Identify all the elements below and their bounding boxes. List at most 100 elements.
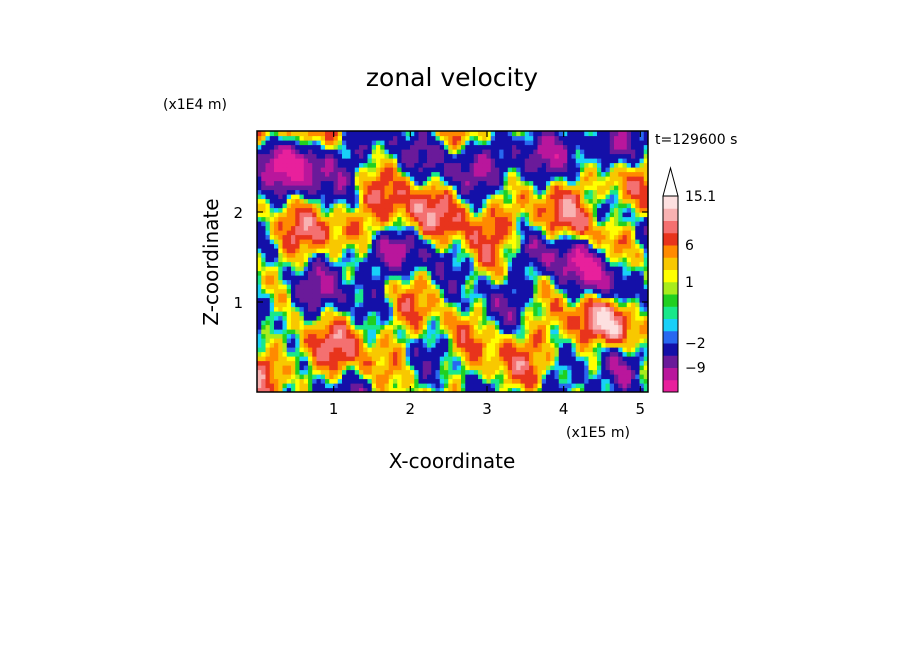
heatmap-cell (609, 347, 615, 353)
heatmap-cell (363, 176, 369, 182)
heatmap-cell (597, 261, 602, 267)
heatmap-cell (495, 347, 500, 353)
heatmap-cell (303, 306, 309, 312)
heatmap-cell (614, 212, 619, 218)
heatmap-cell (439, 347, 445, 353)
heatmap-cell (346, 275, 352, 281)
heatmap-cell (308, 279, 313, 285)
heatmap-cell (482, 369, 488, 375)
heatmap-cell (622, 216, 628, 222)
heatmap-cell (444, 248, 449, 254)
heatmap-cell (580, 248, 585, 254)
heatmap-cell (265, 297, 271, 303)
heatmap-cell (405, 266, 411, 272)
heatmap-cell (478, 302, 483, 308)
heatmap-cell (371, 374, 377, 380)
heatmap-cell (257, 342, 262, 348)
heatmap-cell (461, 347, 466, 353)
heatmap-cell (639, 153, 645, 159)
heatmap-cell (329, 203, 335, 209)
heatmap-cell (473, 293, 479, 299)
heatmap-cell (346, 248, 352, 254)
heatmap-cell (431, 356, 437, 362)
heatmap-cell (558, 275, 564, 281)
heatmap-cell (282, 185, 288, 191)
heatmap-cell (584, 338, 590, 344)
heatmap-cell (639, 212, 645, 218)
heatmap-cell (520, 203, 526, 209)
heatmap-cell (473, 315, 479, 321)
heatmap-cell (618, 248, 624, 254)
heatmap-cell (575, 383, 581, 389)
heatmap-cell (529, 306, 534, 312)
heatmap-cell (371, 149, 377, 155)
heatmap-cell (393, 275, 398, 281)
heatmap-cell (401, 185, 407, 191)
heatmap-cell (278, 378, 284, 384)
heatmap-cell (473, 270, 479, 276)
heatmap-cell (371, 198, 377, 204)
heatmap-cell (418, 356, 424, 362)
heatmap-cell (473, 167, 479, 173)
heatmap-cell (265, 311, 271, 317)
heatmap-cell (427, 270, 432, 276)
heatmap-cell (601, 315, 607, 321)
heatmap-cell (427, 356, 432, 362)
heatmap-cell (486, 365, 492, 371)
heatmap-cell (393, 153, 398, 159)
heatmap-cell (490, 194, 496, 200)
heatmap-cell (380, 383, 386, 389)
heatmap-cell (512, 387, 517, 392)
heatmap-cell (584, 198, 590, 204)
heatmap-cell (371, 342, 377, 348)
heatmap-cell (507, 243, 513, 249)
heatmap-cell (410, 270, 415, 276)
heatmap-cell (393, 248, 398, 254)
heatmap-cell (401, 315, 407, 321)
heatmap-cell (265, 324, 271, 330)
heatmap-cell (495, 153, 500, 159)
heatmap-cell (626, 315, 632, 321)
heatmap-cell (431, 257, 437, 263)
heatmap-cell (405, 225, 411, 231)
heatmap-cell (354, 203, 360, 209)
heatmap-cell (350, 171, 356, 177)
heatmap-cell (329, 257, 335, 263)
heatmap-cell (614, 360, 619, 366)
heatmap-cell (269, 279, 275, 285)
heatmap-cell (282, 212, 288, 218)
heatmap-cell (575, 234, 581, 240)
heatmap-cell (371, 306, 377, 312)
heatmap-cell (486, 252, 492, 258)
heatmap-cell (367, 167, 373, 173)
heatmap-cell (643, 378, 648, 384)
heatmap-cell (278, 194, 284, 200)
heatmap-cell (303, 297, 309, 303)
heatmap-cell (388, 212, 394, 218)
heatmap-cell (274, 297, 279, 303)
heatmap-cell (588, 315, 594, 321)
heatmap-cell (601, 158, 607, 164)
heatmap-cell (588, 356, 594, 362)
heatmap-cell (605, 257, 611, 263)
heatmap-cell (448, 234, 454, 240)
heatmap-cell (639, 162, 645, 168)
heatmap-cell (465, 158, 471, 164)
heatmap-cell (588, 320, 594, 326)
heatmap-cell (384, 347, 390, 353)
heatmap-cell (478, 149, 483, 155)
heatmap-cell (499, 189, 505, 195)
heatmap-cell (342, 387, 347, 392)
heatmap-cell (342, 216, 347, 222)
heatmap-cell (541, 270, 547, 276)
heatmap-cell (444, 360, 449, 366)
heatmap-cell (431, 383, 437, 389)
heatmap-cell (448, 315, 454, 321)
heatmap-cell (478, 266, 483, 272)
heatmap-cell (329, 333, 335, 339)
heatmap-cell (571, 297, 577, 303)
heatmap-cell (571, 266, 577, 272)
heatmap-cell (384, 225, 390, 231)
heatmap-cell (329, 153, 335, 159)
heatmap-cell (388, 279, 394, 285)
